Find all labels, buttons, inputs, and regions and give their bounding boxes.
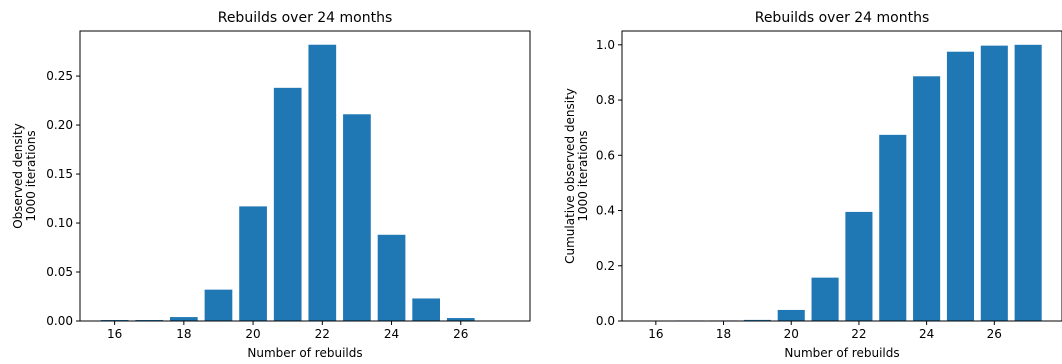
x-tick-label: 26 xyxy=(453,327,468,341)
y-axis-label-line: Observed density xyxy=(11,123,25,229)
bar-24 xyxy=(377,234,406,321)
x-tick-label: 18 xyxy=(716,327,731,341)
bar-27 xyxy=(1014,44,1042,322)
y-tick-label: 0.25 xyxy=(46,69,73,83)
y-tick-label: 0.4 xyxy=(596,204,615,218)
x-tick-label: 24 xyxy=(919,327,934,341)
chart-panel-2: 16 18 20 22 24 26 0.0 0.2 0.4 0.6 0.8 1.0 Rebuilds o… xyxy=(563,10,1062,360)
bar-19 xyxy=(204,289,233,321)
bar-25 xyxy=(412,298,440,321)
y-axis-label: Cumulative observed density1000 iteratio… xyxy=(563,88,590,264)
y-tick-label: 1.0 xyxy=(596,38,615,52)
bar-21 xyxy=(811,277,839,321)
bar-23 xyxy=(343,114,371,321)
bar-25 xyxy=(946,51,974,321)
x-tick-label: 24 xyxy=(384,327,399,341)
y-axis-label-line: 1000 iterations xyxy=(576,130,590,221)
x-tick-label: 22 xyxy=(315,327,330,341)
y-tick-label: 0.10 xyxy=(46,216,73,230)
bar-26 xyxy=(446,318,475,321)
x-tick-label: 16 xyxy=(107,327,122,341)
x-tick-label: 18 xyxy=(176,327,191,341)
x-tick-label: 20 xyxy=(784,327,799,341)
y-tick-label: 0.2 xyxy=(596,259,615,273)
bar-24 xyxy=(913,76,941,322)
bar-18 xyxy=(170,317,198,321)
y-axis-label-line: 1000 iterations xyxy=(24,130,38,221)
x-tick-label: 16 xyxy=(648,327,663,341)
y-tick-label: 0.8 xyxy=(596,93,615,107)
y-axis-label-line: Cumulative observed density xyxy=(563,88,577,264)
x-tick-label: 22 xyxy=(851,327,866,341)
y-tick-label: 0.0 xyxy=(596,314,615,328)
bar-20 xyxy=(239,206,267,321)
axes-frame xyxy=(621,30,1062,322)
x-axis-label: Number of rebuilds xyxy=(784,346,899,360)
bar-26 xyxy=(980,45,1008,322)
y-tick-label: 0.20 xyxy=(46,118,73,132)
bar-19 xyxy=(743,319,771,321)
bar-23 xyxy=(879,134,907,321)
chart-title: Rebuilds over 24 months xyxy=(218,10,393,26)
x-tick-label: 20 xyxy=(245,327,260,341)
axes-frame xyxy=(79,30,531,322)
x-axis-label: Number of rebuilds xyxy=(247,346,362,360)
chart-panel-1: 16 18 20 22 24 26 0.00 0.05 0.10 0.15 0.20 0.25 Rebu… xyxy=(11,10,531,360)
chart-title: Rebuilds over 24 months xyxy=(755,10,930,26)
bar-21 xyxy=(273,87,302,321)
y-axis-label: Observed density1000 iterations xyxy=(11,123,38,229)
y-tick-label: 0.00 xyxy=(46,314,73,328)
bar-20 xyxy=(777,309,805,321)
y-tick-label: 0.05 xyxy=(46,265,73,279)
bar-22 xyxy=(308,44,337,321)
x-tick-label: 26 xyxy=(987,327,1002,341)
bar-22 xyxy=(845,211,873,321)
y-tick-label: 0.6 xyxy=(596,148,615,162)
y-tick-label: 0.15 xyxy=(46,167,73,181)
